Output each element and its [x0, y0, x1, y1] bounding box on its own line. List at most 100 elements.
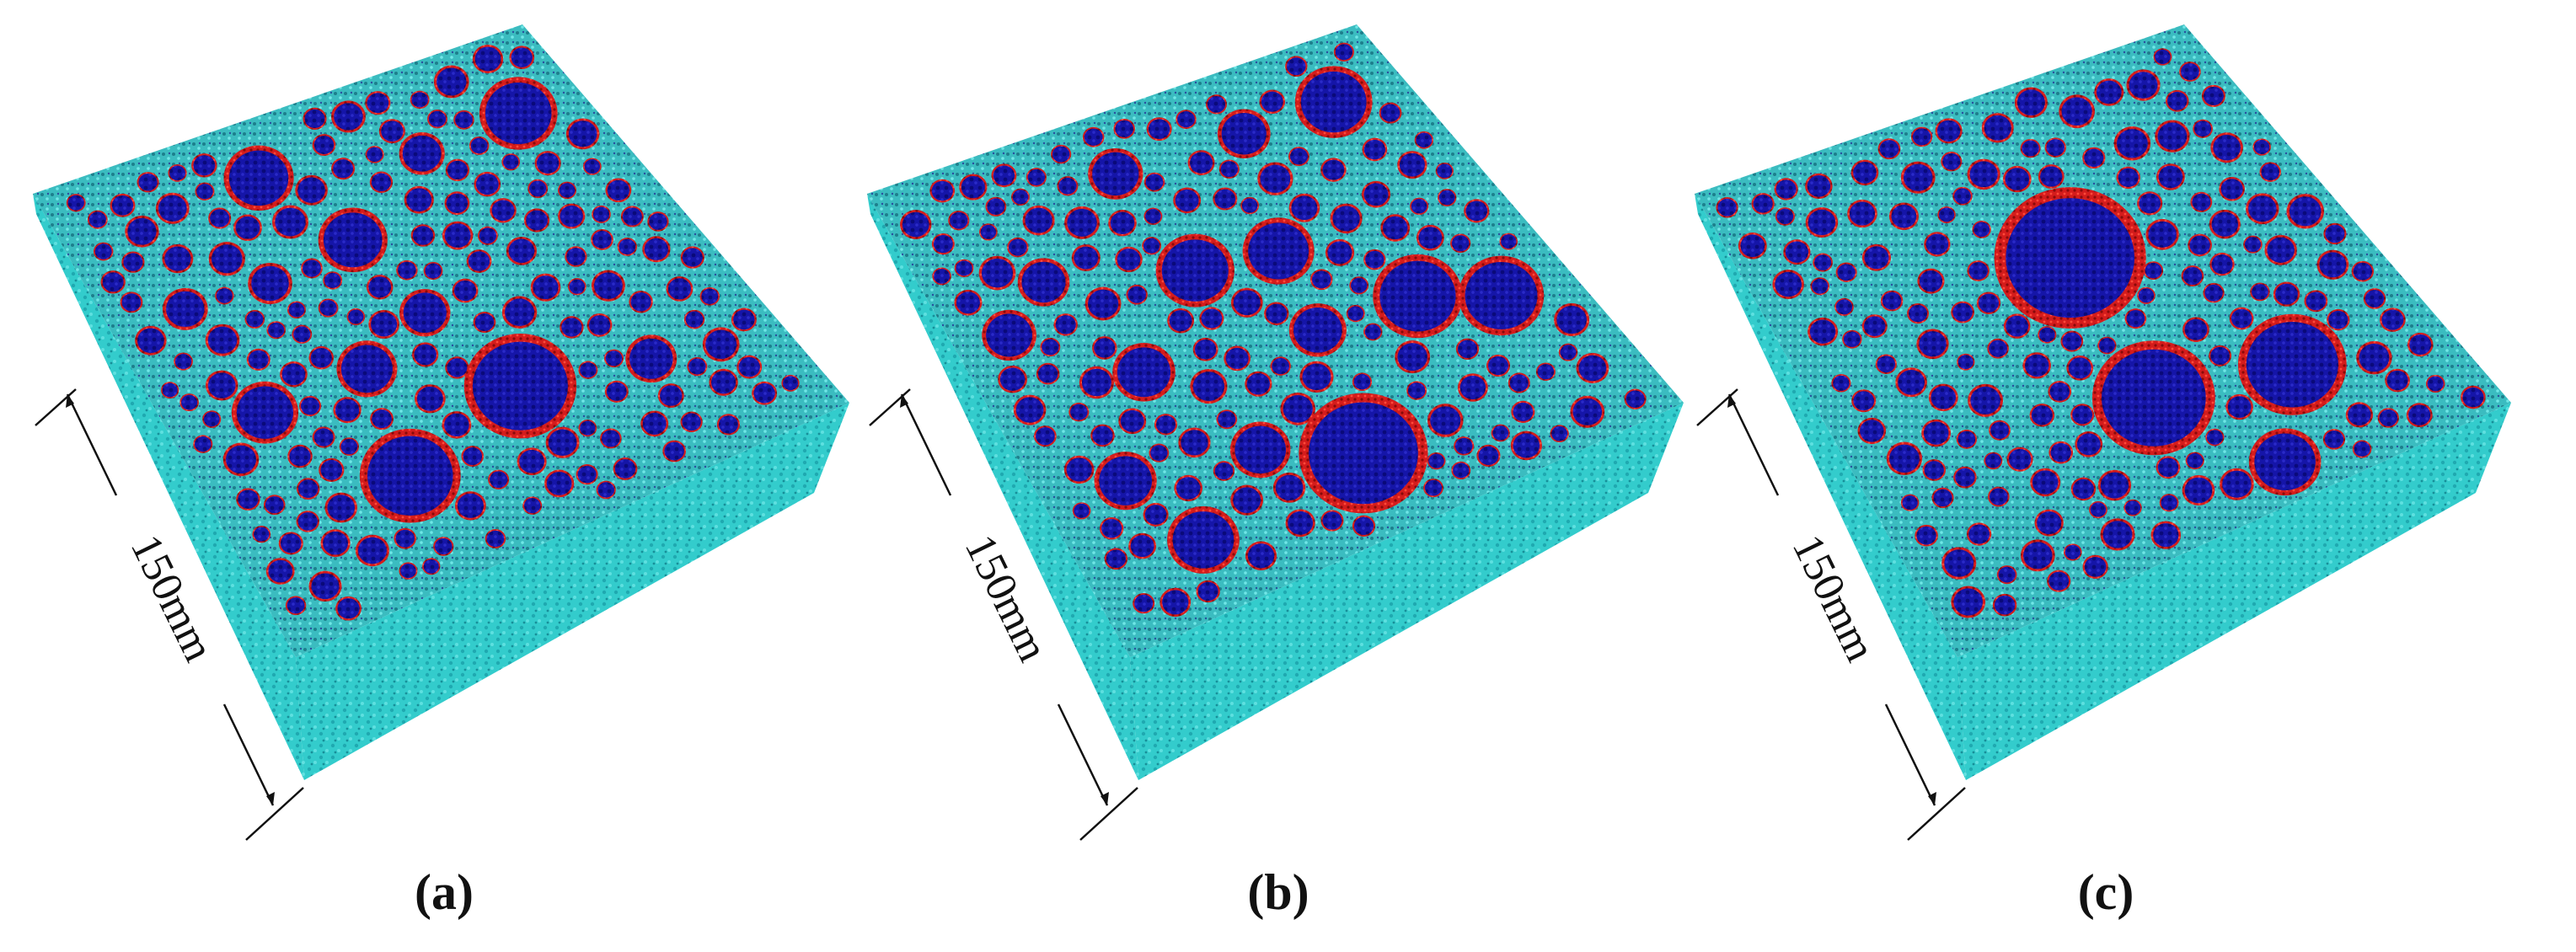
aggregate: [210, 209, 230, 227]
aggregate: [2182, 266, 2203, 286]
aggregate: [1513, 402, 1534, 421]
aggregate: [395, 529, 415, 548]
aggregate: [1919, 331, 1947, 357]
aggregate: [546, 472, 572, 495]
aggregate: [1144, 505, 1167, 525]
aggregate: [2408, 404, 2431, 425]
aggregate: [1099, 456, 1153, 505]
aggregate: [444, 223, 471, 248]
aggregate: [738, 356, 760, 377]
aggregate: [1058, 177, 1077, 195]
aggregate: [138, 173, 158, 191]
aggregate: [1509, 374, 1529, 392]
aggregate: [2261, 163, 2279, 181]
aggregate: [1909, 304, 1928, 323]
aggregate: [753, 382, 775, 404]
aggregate: [2084, 148, 2104, 168]
aggregate: [987, 198, 1005, 216]
aggregate: [111, 195, 134, 216]
aggregate: [1207, 95, 1226, 113]
aggregate: [368, 276, 392, 298]
aggregate: [1944, 549, 1974, 577]
aggregate: [2158, 165, 2183, 189]
aggregate: [1753, 195, 1773, 213]
aggregate: [1837, 264, 1856, 281]
aggregate: [1843, 331, 1861, 347]
aggregate: [1974, 222, 1990, 238]
aggregate: [1912, 128, 1931, 146]
aggregate: [1954, 188, 1971, 204]
aggregate: [238, 489, 259, 509]
aggregate: [2090, 502, 2107, 517]
aggregate: [592, 230, 612, 249]
aggregate: [1957, 355, 1974, 370]
aggregate: [2386, 370, 2408, 391]
aggregate: [207, 372, 236, 398]
aggregate: [1809, 319, 1836, 344]
panel: 150mm(c): [1695, 24, 2511, 920]
aggregate: [1428, 453, 1444, 468]
aggregate: [2061, 97, 2092, 126]
aggregate: [1938, 207, 1955, 222]
aggregate: [2206, 430, 2223, 445]
aggregate: [2145, 262, 2162, 279]
aggregate: [1353, 374, 1371, 390]
aggregate: [1879, 140, 1899, 158]
aggregate: [1246, 373, 1270, 395]
aggregate: [455, 111, 473, 129]
aggregate: [503, 154, 519, 169]
aggregate: [2065, 544, 2081, 559]
aggregate: [425, 263, 442, 279]
aggregate: [630, 292, 651, 312]
aggregate: [2096, 80, 2122, 104]
aggregate: [340, 345, 393, 393]
aggregate: [1453, 463, 1470, 479]
aggregate: [1181, 430, 1208, 456]
aggregate: [508, 238, 535, 264]
aggregate: [327, 495, 356, 521]
aggregate: [1363, 183, 1389, 206]
aggregate: [2040, 166, 2063, 187]
aggregate: [371, 173, 392, 192]
aggregate: [2072, 405, 2093, 425]
aggregate: [2016, 89, 2045, 116]
aggregate: [1812, 278, 1829, 294]
aggregate: [121, 293, 142, 312]
aggregate: [2022, 140, 2039, 157]
aggregate: [319, 300, 337, 316]
aggregate: [980, 224, 997, 239]
aggregate: [902, 211, 929, 238]
aggregate: [333, 159, 354, 179]
aggregate: [1127, 286, 1146, 303]
aggregate: [2046, 139, 2065, 157]
aggregate: [436, 67, 467, 96]
aggregate: [1347, 306, 1364, 321]
arrow-head: [66, 394, 74, 408]
aggregate: [1197, 581, 1218, 602]
aggregate: [2246, 322, 2338, 408]
aggregate: [275, 207, 306, 237]
aggregate: [1084, 128, 1103, 146]
aggregate: [2084, 556, 2107, 577]
aggregate: [2100, 472, 2129, 499]
aggregate: [1074, 503, 1090, 518]
aggregate: [1424, 479, 1443, 496]
aggregate: [2050, 442, 2071, 463]
aggregate: [2211, 211, 2239, 237]
panel: 150mm(a): [33, 24, 849, 920]
aggregate: [1833, 375, 1850, 391]
aggregate: [195, 436, 212, 452]
aggregate: [1233, 290, 1261, 316]
aggregate: [956, 291, 980, 314]
aggregate: [123, 253, 143, 271]
aggregate: [1287, 57, 1306, 76]
aggregate: [682, 248, 703, 267]
aggregate: [2353, 262, 2373, 281]
aggregate: [406, 188, 432, 212]
aggregate: [2155, 49, 2171, 65]
aggregate: [584, 159, 600, 174]
aggregate: [2148, 221, 2177, 248]
aggregate: [1353, 516, 1374, 535]
aggregate: [381, 120, 404, 142]
aggregate: [1365, 250, 1384, 269]
